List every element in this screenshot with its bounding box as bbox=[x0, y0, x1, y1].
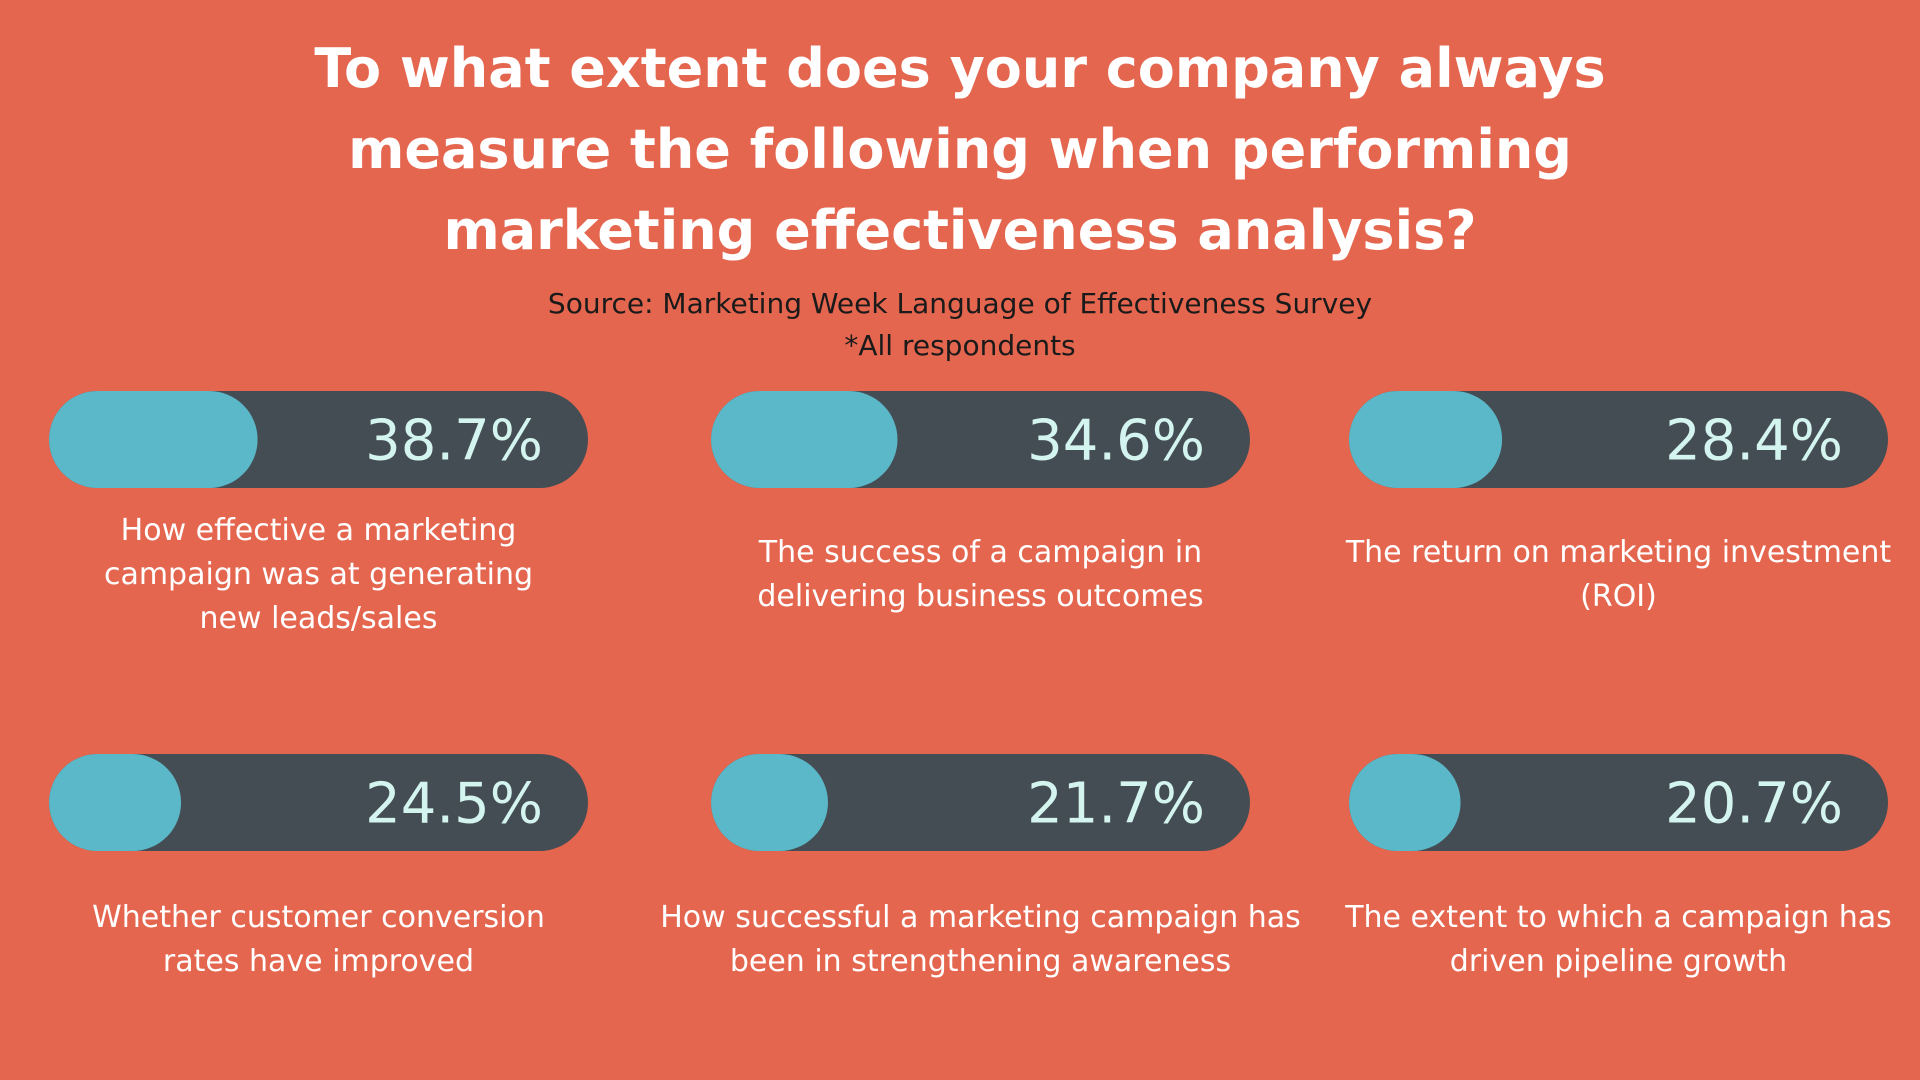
value-label: 20.7% bbox=[1665, 772, 1843, 837]
category-label: How effective a marketing campaign was a… bbox=[103, 513, 534, 636]
bar bbox=[1349, 391, 1503, 488]
chart-title: To what extent does your company always … bbox=[314, 37, 1606, 262]
value-label: 28.4% bbox=[1665, 409, 1843, 474]
category-label: Whether customer conversion rates have i… bbox=[92, 900, 545, 979]
subtitle: Source: Marketing Week Language of Effec… bbox=[547, 287, 1373, 320]
category-label: The return on marketing investment (ROI) bbox=[1345, 535, 1892, 614]
track bbox=[49, 754, 588, 851]
category-label: The extent to which a campaign has drive… bbox=[1345, 900, 1892, 979]
bar bbox=[711, 754, 828, 851]
value-label: 24.5% bbox=[365, 772, 543, 837]
bar bbox=[1349, 754, 1461, 851]
track bbox=[1349, 754, 1888, 851]
note: *All respondents bbox=[844, 329, 1076, 362]
bar bbox=[49, 391, 258, 488]
value-label: 34.6% bbox=[1027, 409, 1205, 474]
bar bbox=[711, 391, 898, 488]
category-label: The success of a campaign in delivering … bbox=[757, 535, 1204, 614]
category-label: How successful a marketing campaign has … bbox=[660, 900, 1301, 979]
track bbox=[711, 754, 1250, 851]
value-label: 38.7% bbox=[365, 409, 543, 474]
bar bbox=[49, 754, 182, 851]
value-label: 21.7% bbox=[1027, 772, 1205, 837]
